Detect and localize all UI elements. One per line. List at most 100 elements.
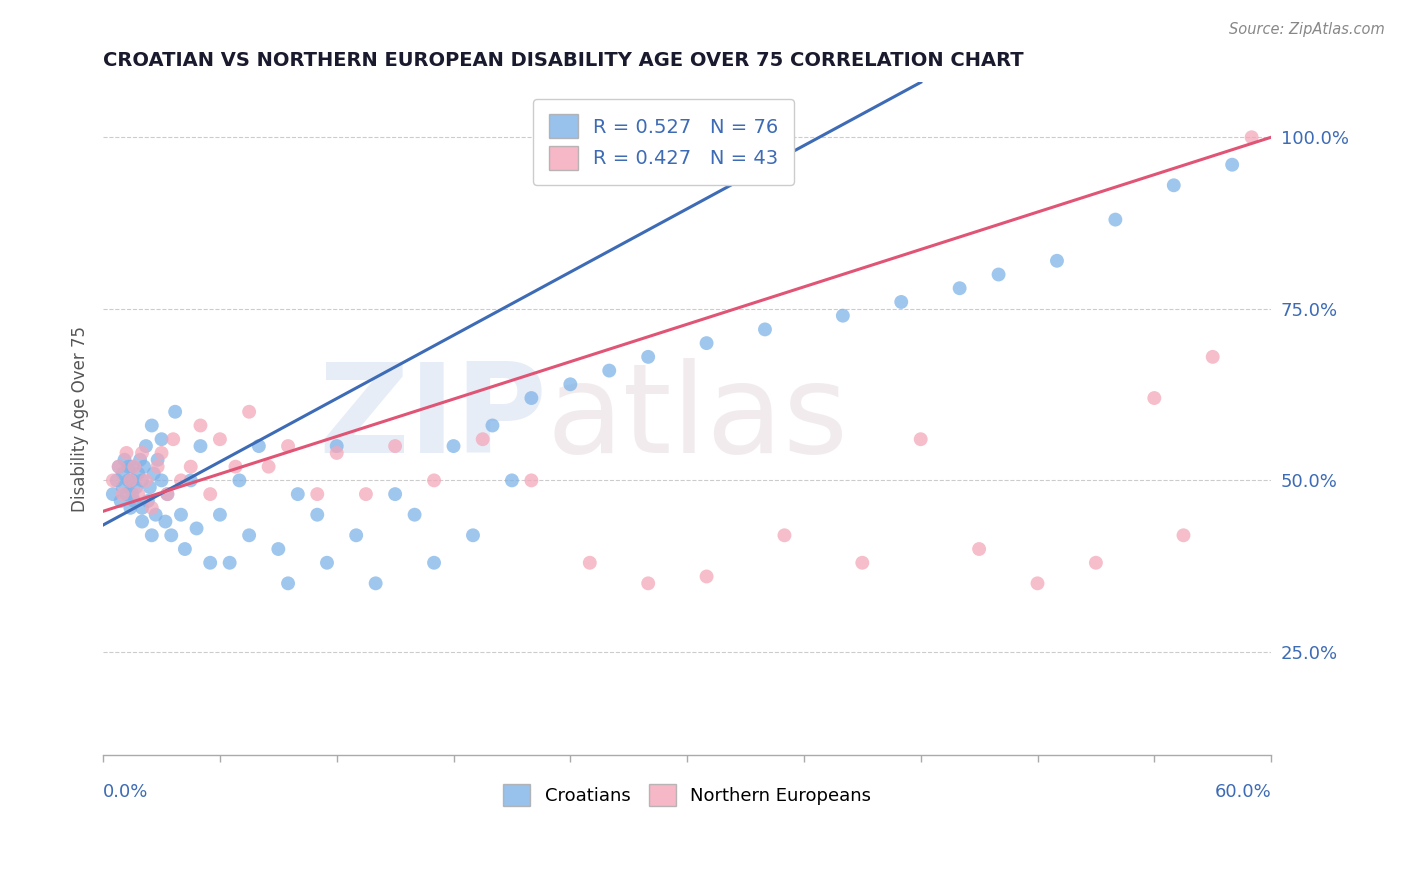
Text: 0.0%: 0.0% [103, 782, 149, 801]
Point [150, 474, 173, 488]
Point [851, 556, 873, 570]
Point [146, 452, 169, 467]
Point [637, 350, 659, 364]
Point [121, 474, 143, 488]
Point [1202, 350, 1225, 364]
Point [520, 391, 543, 405]
Point [190, 418, 212, 433]
Point [578, 556, 600, 570]
Point [101, 474, 124, 488]
Point [238, 528, 260, 542]
Point [141, 500, 163, 515]
Point [142, 467, 165, 481]
Point [165, 405, 187, 419]
Point [101, 487, 124, 501]
Point [114, 452, 136, 467]
Point [1046, 253, 1069, 268]
Point [141, 528, 163, 542]
Point [773, 528, 796, 542]
Text: CROATIAN VS NORTHERN EUROPEAN DISABILITY AGE OVER 75 CORRELATION CHART: CROATIAN VS NORTHERN EUROPEAN DISABILITY… [103, 51, 1024, 70]
Point [267, 541, 290, 556]
Point [1026, 576, 1049, 591]
Point [1173, 528, 1195, 542]
Point [325, 439, 347, 453]
Point [461, 528, 484, 542]
Y-axis label: Disability Age Over 75: Disability Age Over 75 [72, 326, 89, 512]
Point [316, 556, 339, 570]
Point [696, 336, 718, 351]
Point [987, 268, 1010, 282]
Point [146, 459, 169, 474]
Legend: Croatians, Northern Europeans: Croatians, Northern Europeans [496, 777, 879, 814]
Point [135, 439, 157, 453]
Point [228, 474, 250, 488]
Point [180, 459, 202, 474]
Point [125, 480, 148, 494]
Point [1104, 212, 1126, 227]
Point [277, 576, 299, 591]
Point [115, 446, 138, 460]
Text: ZIP: ZIP [318, 358, 547, 479]
Point [111, 480, 134, 494]
Point [257, 459, 280, 474]
Point [471, 432, 494, 446]
Point [132, 459, 155, 474]
Point [186, 521, 208, 535]
Point [139, 480, 162, 494]
Point [967, 541, 990, 556]
Point [598, 363, 620, 377]
Point [117, 474, 139, 488]
Point [1220, 158, 1243, 172]
Point [247, 439, 270, 453]
Point [831, 309, 853, 323]
Point [155, 515, 177, 529]
Point [287, 487, 309, 501]
Point [344, 528, 367, 542]
Point [156, 487, 179, 501]
Point [501, 474, 523, 488]
Point [208, 432, 231, 446]
Point [111, 487, 134, 501]
Point [127, 467, 149, 481]
Point [198, 487, 221, 501]
Point [637, 576, 659, 591]
Point [150, 446, 173, 460]
Point [384, 439, 406, 453]
Point [218, 556, 240, 570]
Point [124, 459, 146, 474]
Text: atlas: atlas [547, 358, 849, 479]
Point [520, 474, 543, 488]
Point [145, 508, 167, 522]
Point [1143, 391, 1166, 405]
Point [277, 439, 299, 453]
Point [364, 576, 387, 591]
Point [224, 459, 246, 474]
Point [238, 405, 260, 419]
Point [120, 500, 142, 515]
Point [121, 459, 143, 474]
Point [120, 474, 142, 488]
Point [124, 494, 146, 508]
Point [110, 494, 132, 508]
Point [481, 418, 503, 433]
Point [131, 515, 153, 529]
Point [423, 556, 446, 570]
Point [1163, 178, 1185, 193]
Point [1240, 130, 1263, 145]
Point [156, 487, 179, 501]
Point [560, 377, 582, 392]
Point [121, 487, 143, 501]
Point [111, 467, 134, 481]
Point [696, 569, 718, 583]
Point [423, 474, 446, 488]
Point [890, 295, 912, 310]
Point [127, 487, 149, 501]
Point [754, 322, 776, 336]
Point [162, 432, 184, 446]
Point [307, 487, 329, 501]
Point [949, 281, 972, 295]
Point [384, 487, 406, 501]
Point [180, 474, 202, 488]
Point [131, 500, 153, 515]
Point [208, 508, 231, 522]
